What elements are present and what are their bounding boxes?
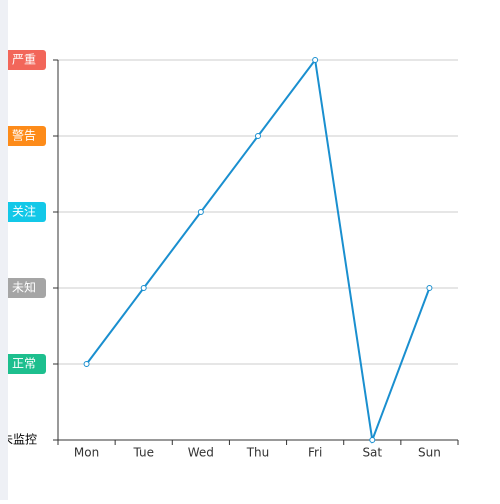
data-point: [197, 209, 204, 215]
data-point: [312, 57, 319, 63]
data-point: [255, 133, 261, 139]
y-tick-badge: [2, 354, 46, 374]
x-tick-label: Wed: [188, 446, 214, 460]
y-tick-label: 关注: [12, 204, 36, 219]
y-tick-badge: [2, 278, 46, 298]
y-tick-label: 未监控: [1, 433, 37, 447]
x-tick-label: Mon: [74, 446, 99, 460]
y-tick-badge: [2, 202, 46, 222]
x-tick-label: Sat: [362, 446, 382, 460]
x-tick-label: Sun: [418, 446, 441, 460]
y-tick-badge: [2, 126, 46, 146]
side-strip: [0, 0, 8, 500]
y-tick-badge: [2, 50, 46, 70]
data-point: [426, 285, 433, 291]
x-tick-label: Thu: [246, 446, 270, 460]
x-tick-label: Fri: [308, 446, 322, 460]
y-tick-label: 警告: [12, 128, 36, 143]
y-tick-label: 严重: [12, 53, 36, 67]
series-line: [85, 57, 431, 444]
data-point: [140, 285, 147, 291]
x-tick-label: Tue: [132, 446, 154, 460]
y-tick-label: 正常: [12, 357, 36, 371]
data-point: [369, 437, 376, 443]
y-tick-label: 未知: [12, 281, 36, 295]
data-point: [83, 361, 90, 367]
